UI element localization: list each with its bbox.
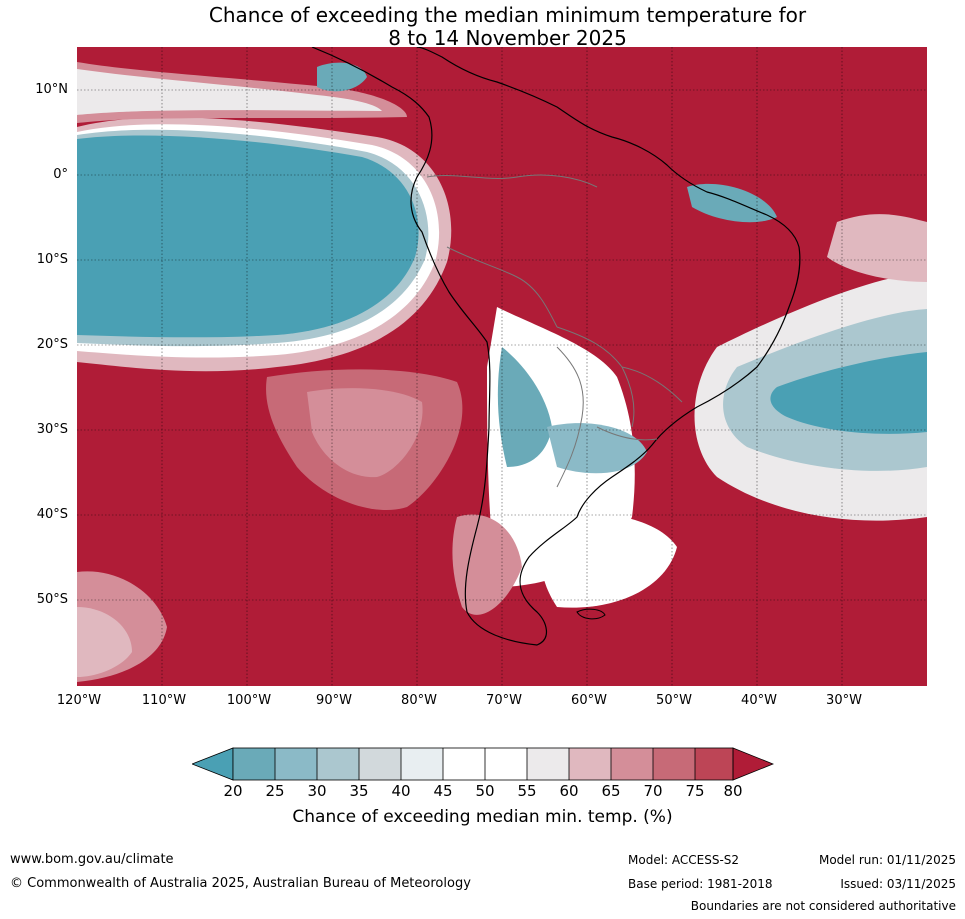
colorbar-tick-30: 30 [307, 782, 327, 800]
footer-disclaimer: Boundaries are not considered authoritat… [690, 899, 956, 913]
colorbar-dividers [232, 747, 734, 781]
footer-model: Model: ACCESS-S2 [628, 853, 740, 867]
legend-colorbar [192, 747, 774, 781]
colorbar-bin-25-30 [275, 748, 317, 780]
footer-base-period: Base period: 1981-2018 [628, 877, 773, 891]
lon-label-110w: 110°W [141, 693, 187, 708]
lon-label-100w: 100°W [226, 693, 272, 708]
colorbar-bin-30-35 [317, 748, 359, 780]
footer-copyright: © Commonwealth of Australia 2025, Austra… [10, 876, 471, 891]
chart-title: Chance of exceeding the median minimum t… [0, 4, 965, 50]
probability-map [77, 47, 927, 686]
footer-model-run: Model run: 01/11/2025 [818, 853, 956, 867]
southwest-lightpink-region [77, 607, 132, 677]
map-canvas [77, 47, 927, 686]
equatorial-atlantic-blue [687, 183, 777, 223]
colorbar-tick-60: 60 [559, 782, 579, 800]
colorbar-bin-65-70 [611, 748, 653, 780]
colorbar-bin-45-50 [443, 748, 485, 780]
colorbar-tick-45: 45 [433, 782, 453, 800]
falkland-islands [576, 608, 606, 620]
lon-label-90w: 90°W [316, 693, 352, 708]
colorbar-tick-75: 75 [685, 782, 705, 800]
colorbar-tick-40: 40 [391, 782, 411, 800]
lat-label-50s: 50°S [36, 592, 68, 607]
colorbar-bin-75-80 [695, 748, 733, 780]
colorbar-low-arrow [192, 747, 234, 781]
colorbar-bin-70-75 [653, 748, 695, 780]
colorbar-label: Chance of exceeding median min. temp. (%… [292, 807, 673, 827]
colorbar-bin-35-40 [359, 748, 401, 780]
colorbar-bin-60-65 [569, 748, 611, 780]
colorbar-tick-25: 25 [265, 782, 285, 800]
title-line-2: 8 to 14 November 2025 [388, 26, 627, 50]
colorbar-tick-70: 70 [643, 782, 663, 800]
colorbar-bin-55-60 [527, 748, 569, 780]
colorbar-high-arrow [732, 747, 774, 781]
northern-white-strip [77, 69, 382, 115]
lat-label-10n: 10°N [35, 82, 68, 97]
caribbean-blue-patch [317, 62, 367, 92]
lat-label-30s: 30°S [36, 422, 68, 437]
pacific-cold-tongue [77, 135, 419, 338]
lon-label-50w: 50°W [656, 693, 692, 708]
lon-label-30w: 30°W [826, 693, 862, 708]
country-borders [426, 174, 683, 488]
patagonia-white-region [540, 513, 677, 608]
colorbar-tick-35: 35 [349, 782, 369, 800]
colorbar-bin-20-25 [233, 748, 275, 780]
map-graticule [77, 47, 927, 686]
lon-label-120w: 120°W [56, 693, 102, 708]
colorbar-bin-40-45 [401, 748, 443, 780]
lon-label-70w: 70°W [486, 693, 522, 708]
lon-label-60w: 60°W [571, 693, 607, 708]
lat-label-40s: 40°S [36, 507, 68, 522]
title-line-1: Chance of exceeding the median minimum t… [208, 3, 807, 27]
south-pacific-lightpink [307, 388, 423, 478]
lon-label-40w: 40°W [741, 693, 777, 708]
footer-website: www.bom.gov.au/climate [10, 852, 174, 867]
atlantic-pink-band [827, 214, 927, 282]
atlantic-blue-region [770, 352, 927, 434]
colorbar-tick-65: 65 [601, 782, 621, 800]
south-america-coastline [311, 47, 801, 646]
patagonia-pink-region [452, 514, 522, 615]
colorbar-bin-50-55 [485, 748, 527, 780]
colorbar-tick-50: 50 [475, 782, 495, 800]
lat-label-20s: 20°S [36, 337, 68, 352]
pampas-blue-patch [547, 423, 647, 474]
footer-issued: Issued: 03/11/2025 [840, 877, 956, 891]
lon-label-80w: 80°W [401, 693, 437, 708]
lat-label-10s: 10°S [36, 252, 68, 267]
colorbar-tick-55: 55 [517, 782, 537, 800]
andes-blue-corridor [497, 347, 552, 467]
colorbar-tick-20: 20 [223, 782, 243, 800]
lat-label-0: 0° [53, 167, 68, 182]
colorbar-tick-80: 80 [723, 782, 743, 800]
